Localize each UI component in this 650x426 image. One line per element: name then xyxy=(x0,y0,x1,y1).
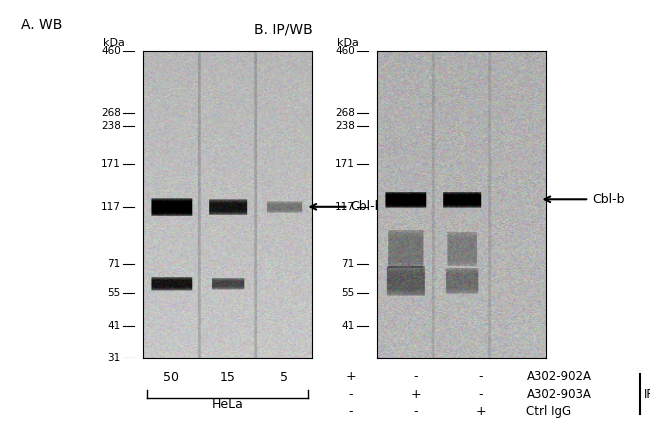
Text: 268: 268 xyxy=(101,107,121,118)
Text: -: - xyxy=(349,388,353,400)
Text: HeLa: HeLa xyxy=(211,398,244,411)
Text: 41: 41 xyxy=(107,321,121,331)
Text: B. IP/WB: B. IP/WB xyxy=(254,23,312,37)
Text: 5: 5 xyxy=(280,371,288,383)
Text: +: + xyxy=(346,370,356,383)
Text: -: - xyxy=(479,370,483,383)
Text: 71: 71 xyxy=(341,259,355,269)
Text: 268: 268 xyxy=(335,107,355,118)
Text: 460: 460 xyxy=(335,46,355,56)
Text: A302-902A: A302-902A xyxy=(526,370,592,383)
Text: -: - xyxy=(349,406,353,418)
Text: 238: 238 xyxy=(335,121,355,131)
Text: 31: 31 xyxy=(107,353,121,363)
Text: 15: 15 xyxy=(220,371,235,383)
Text: +: + xyxy=(411,388,421,400)
Text: IP: IP xyxy=(644,388,650,400)
Text: Cbl-b: Cbl-b xyxy=(593,193,625,206)
Text: 41: 41 xyxy=(341,321,355,331)
Text: Cbl-b: Cbl-b xyxy=(351,200,383,213)
Text: -: - xyxy=(414,370,418,383)
Text: 71: 71 xyxy=(107,259,121,269)
Text: -: - xyxy=(479,388,483,400)
Text: 117: 117 xyxy=(101,202,121,212)
Text: 50: 50 xyxy=(163,371,179,383)
Text: -: - xyxy=(414,406,418,418)
Text: 55: 55 xyxy=(107,288,121,298)
Text: A. WB: A. WB xyxy=(21,18,62,32)
Text: Ctrl IgG: Ctrl IgG xyxy=(526,406,571,418)
Text: 238: 238 xyxy=(101,121,121,131)
Text: 55: 55 xyxy=(341,288,355,298)
Text: 171: 171 xyxy=(335,158,355,169)
Text: +: + xyxy=(476,406,486,418)
Text: 171: 171 xyxy=(101,158,121,169)
Text: kDa: kDa xyxy=(103,38,125,48)
Text: kDa: kDa xyxy=(337,38,359,48)
Text: 460: 460 xyxy=(101,46,121,56)
Text: 117: 117 xyxy=(335,202,355,212)
Text: A302-903A: A302-903A xyxy=(526,388,592,400)
